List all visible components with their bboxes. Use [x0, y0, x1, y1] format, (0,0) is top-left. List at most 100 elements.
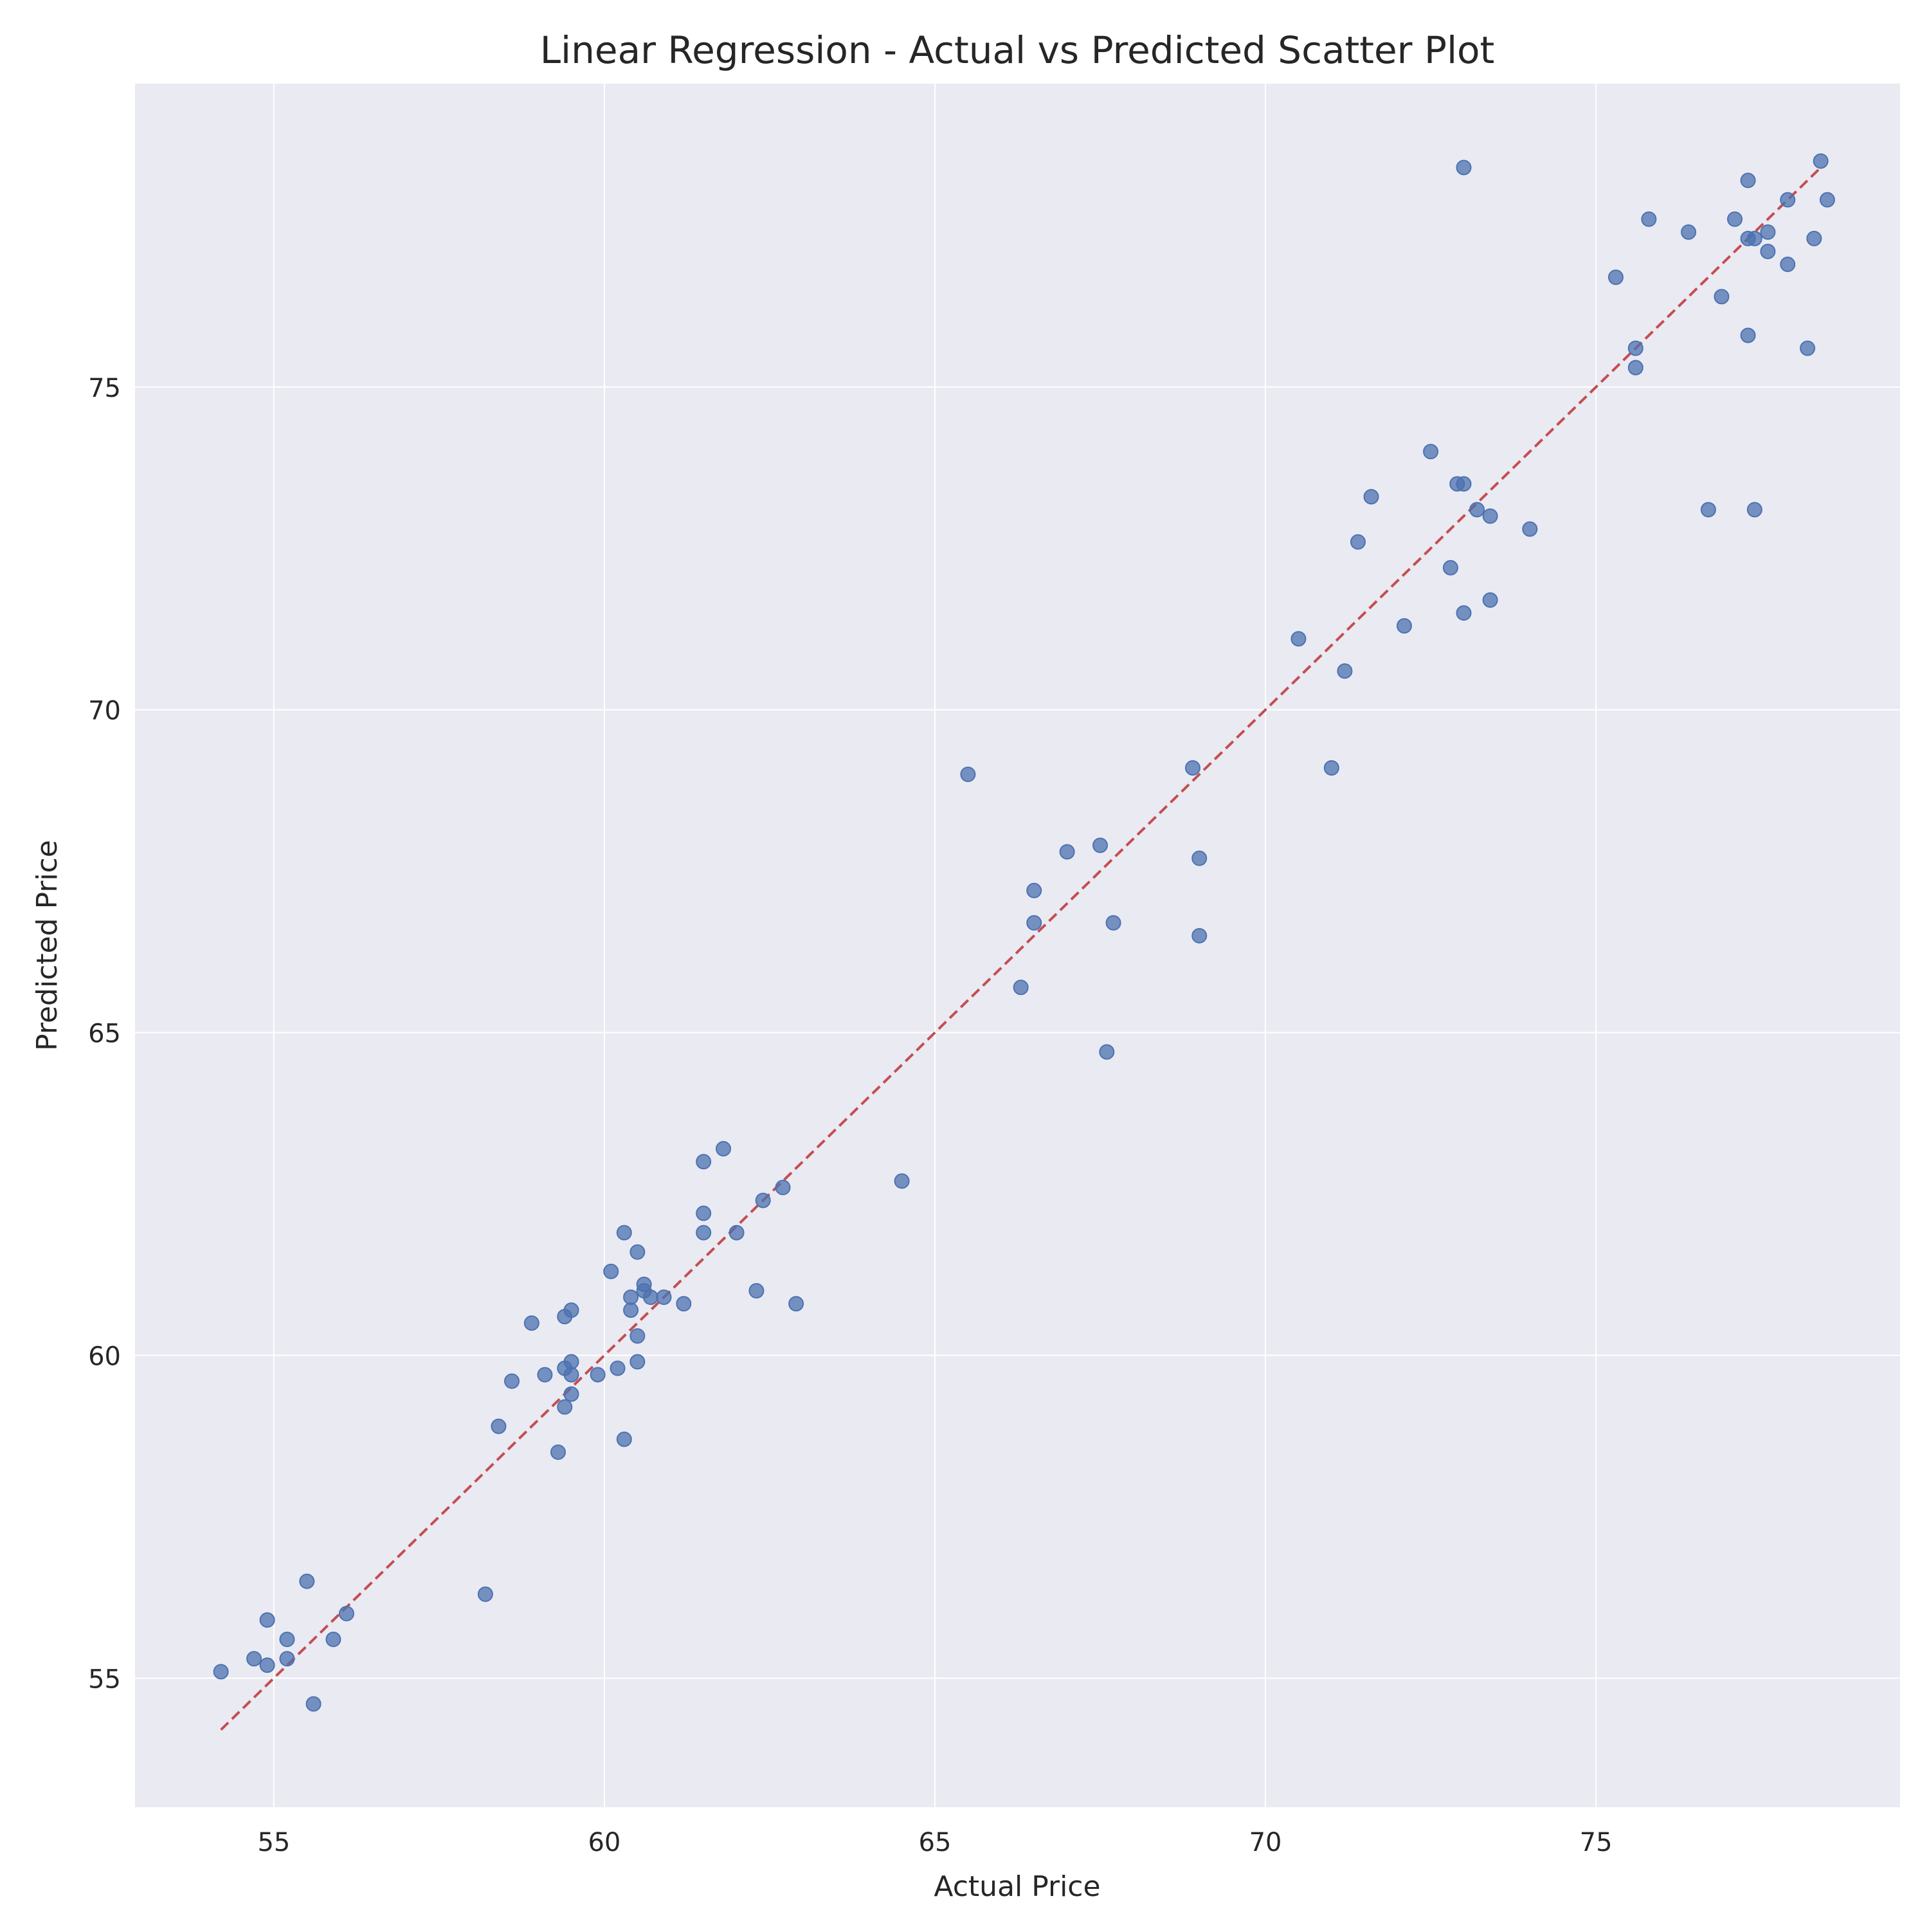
scatter-point [629, 1244, 646, 1260]
scatter-point [1396, 618, 1412, 634]
scatter-point [563, 1386, 579, 1402]
scatter-point [1740, 172, 1756, 188]
scatter-point [563, 1354, 579, 1370]
scatter-point [629, 1328, 646, 1344]
scatter-point [1760, 224, 1776, 240]
scatter-point [259, 1612, 275, 1628]
y-tick-label: 75 [88, 374, 121, 403]
scatter-point [299, 1573, 315, 1589]
x-tick-label: 60 [588, 1828, 620, 1857]
scatter-point [960, 767, 976, 783]
scatter-point [1780, 192, 1796, 208]
scatter-point [1059, 844, 1075, 860]
scatter-point [557, 1399, 573, 1415]
scatter-point [1105, 915, 1121, 931]
scatter-point [1337, 663, 1353, 679]
scatter-point [563, 1302, 579, 1318]
scatter-point [729, 1225, 745, 1241]
scatter-point [1740, 327, 1756, 343]
scatter-point [616, 1431, 632, 1447]
y-axis-label: Predicted Price [31, 840, 64, 1051]
scatter-point [1714, 289, 1730, 305]
scatter-point [1363, 489, 1379, 505]
scatter-point [305, 1696, 322, 1712]
scatter-point [610, 1360, 626, 1376]
scatter-point [629, 1354, 646, 1370]
scatter-point [1291, 631, 1307, 647]
scatter-point [1700, 502, 1716, 518]
scatter-point [1013, 980, 1029, 996]
scatter-point [748, 1283, 765, 1299]
x-tick-label: 75 [1580, 1828, 1613, 1857]
perfect-prediction-line [220, 167, 1822, 1731]
scatter-point [1681, 224, 1697, 240]
scatter-point [676, 1296, 692, 1312]
scatter-point [1423, 444, 1439, 460]
scatter-point [504, 1373, 520, 1389]
scatter-point [642, 1290, 658, 1306]
scatter-point [1456, 605, 1472, 621]
scatter-point [1099, 1044, 1115, 1060]
scatter-point [1482, 508, 1498, 524]
scatter-point [603, 1263, 619, 1279]
scatter-point [1350, 534, 1366, 550]
scatter-point [523, 1315, 539, 1331]
x-tick-label: 65 [919, 1828, 952, 1857]
scatter-point [1026, 882, 1042, 898]
scatter-point [590, 1367, 606, 1383]
scatter-point [1092, 837, 1109, 853]
scatter-point [616, 1225, 632, 1241]
scatter-point [788, 1296, 804, 1312]
x-tick-label: 55 [257, 1828, 290, 1857]
y-tick-label: 70 [88, 697, 121, 726]
plot-area [135, 84, 1900, 1807]
scatter-point [550, 1444, 566, 1460]
scatter-point [1641, 211, 1657, 227]
scatter-point [716, 1141, 731, 1157]
scatter-point [1726, 211, 1743, 227]
scatter-point [775, 1180, 791, 1196]
scatter-point [1191, 927, 1208, 943]
y-tick-label: 60 [88, 1342, 121, 1371]
scatter-point [1746, 502, 1762, 518]
scatter-point [656, 1290, 672, 1306]
scatter-point [623, 1290, 639, 1306]
scatter-point [1806, 230, 1822, 246]
scatter-point [894, 1173, 910, 1189]
x-axis-label: Actual Price [934, 1870, 1100, 1903]
scatter-point [1469, 502, 1485, 518]
scatter-point [563, 1367, 579, 1383]
x-tick-label: 70 [1249, 1828, 1282, 1857]
scatter-point [1191, 850, 1208, 866]
scatter-point [1627, 340, 1644, 356]
scatter-point [1456, 159, 1472, 176]
scatter-point [1442, 560, 1458, 576]
reference-line-layer [220, 167, 1822, 1731]
scatter-point [259, 1657, 275, 1673]
scatter-point [1800, 340, 1816, 356]
x-axis-ticks: 55 60 65 70 75 [257, 1828, 1612, 1857]
y-axis-ticks: 55 60 65 70 75 [88, 374, 121, 1694]
scatter-point [325, 1632, 341, 1648]
scatter-point [1819, 192, 1835, 208]
scatter-point [246, 1651, 262, 1667]
scatter-point [1760, 243, 1776, 259]
scatter-point [1746, 230, 1762, 246]
scatter-point [1627, 360, 1644, 376]
scatter-point [1456, 476, 1472, 492]
scatter-point [477, 1586, 493, 1602]
scatter-point [696, 1154, 712, 1170]
scatter-point [279, 1632, 295, 1648]
scatter-point [338, 1605, 354, 1621]
scatter-point [623, 1302, 639, 1318]
grid-lines [135, 84, 1900, 1807]
scatter-point [1323, 760, 1339, 776]
y-tick-label: 55 [88, 1664, 121, 1694]
scatter-point [537, 1367, 553, 1383]
scatter-point [1482, 592, 1498, 608]
y-tick-label: 65 [88, 1019, 121, 1049]
chart-title: Linear Regression - Actual vs Predicted … [540, 28, 1495, 72]
scatter-point [213, 1664, 229, 1680]
